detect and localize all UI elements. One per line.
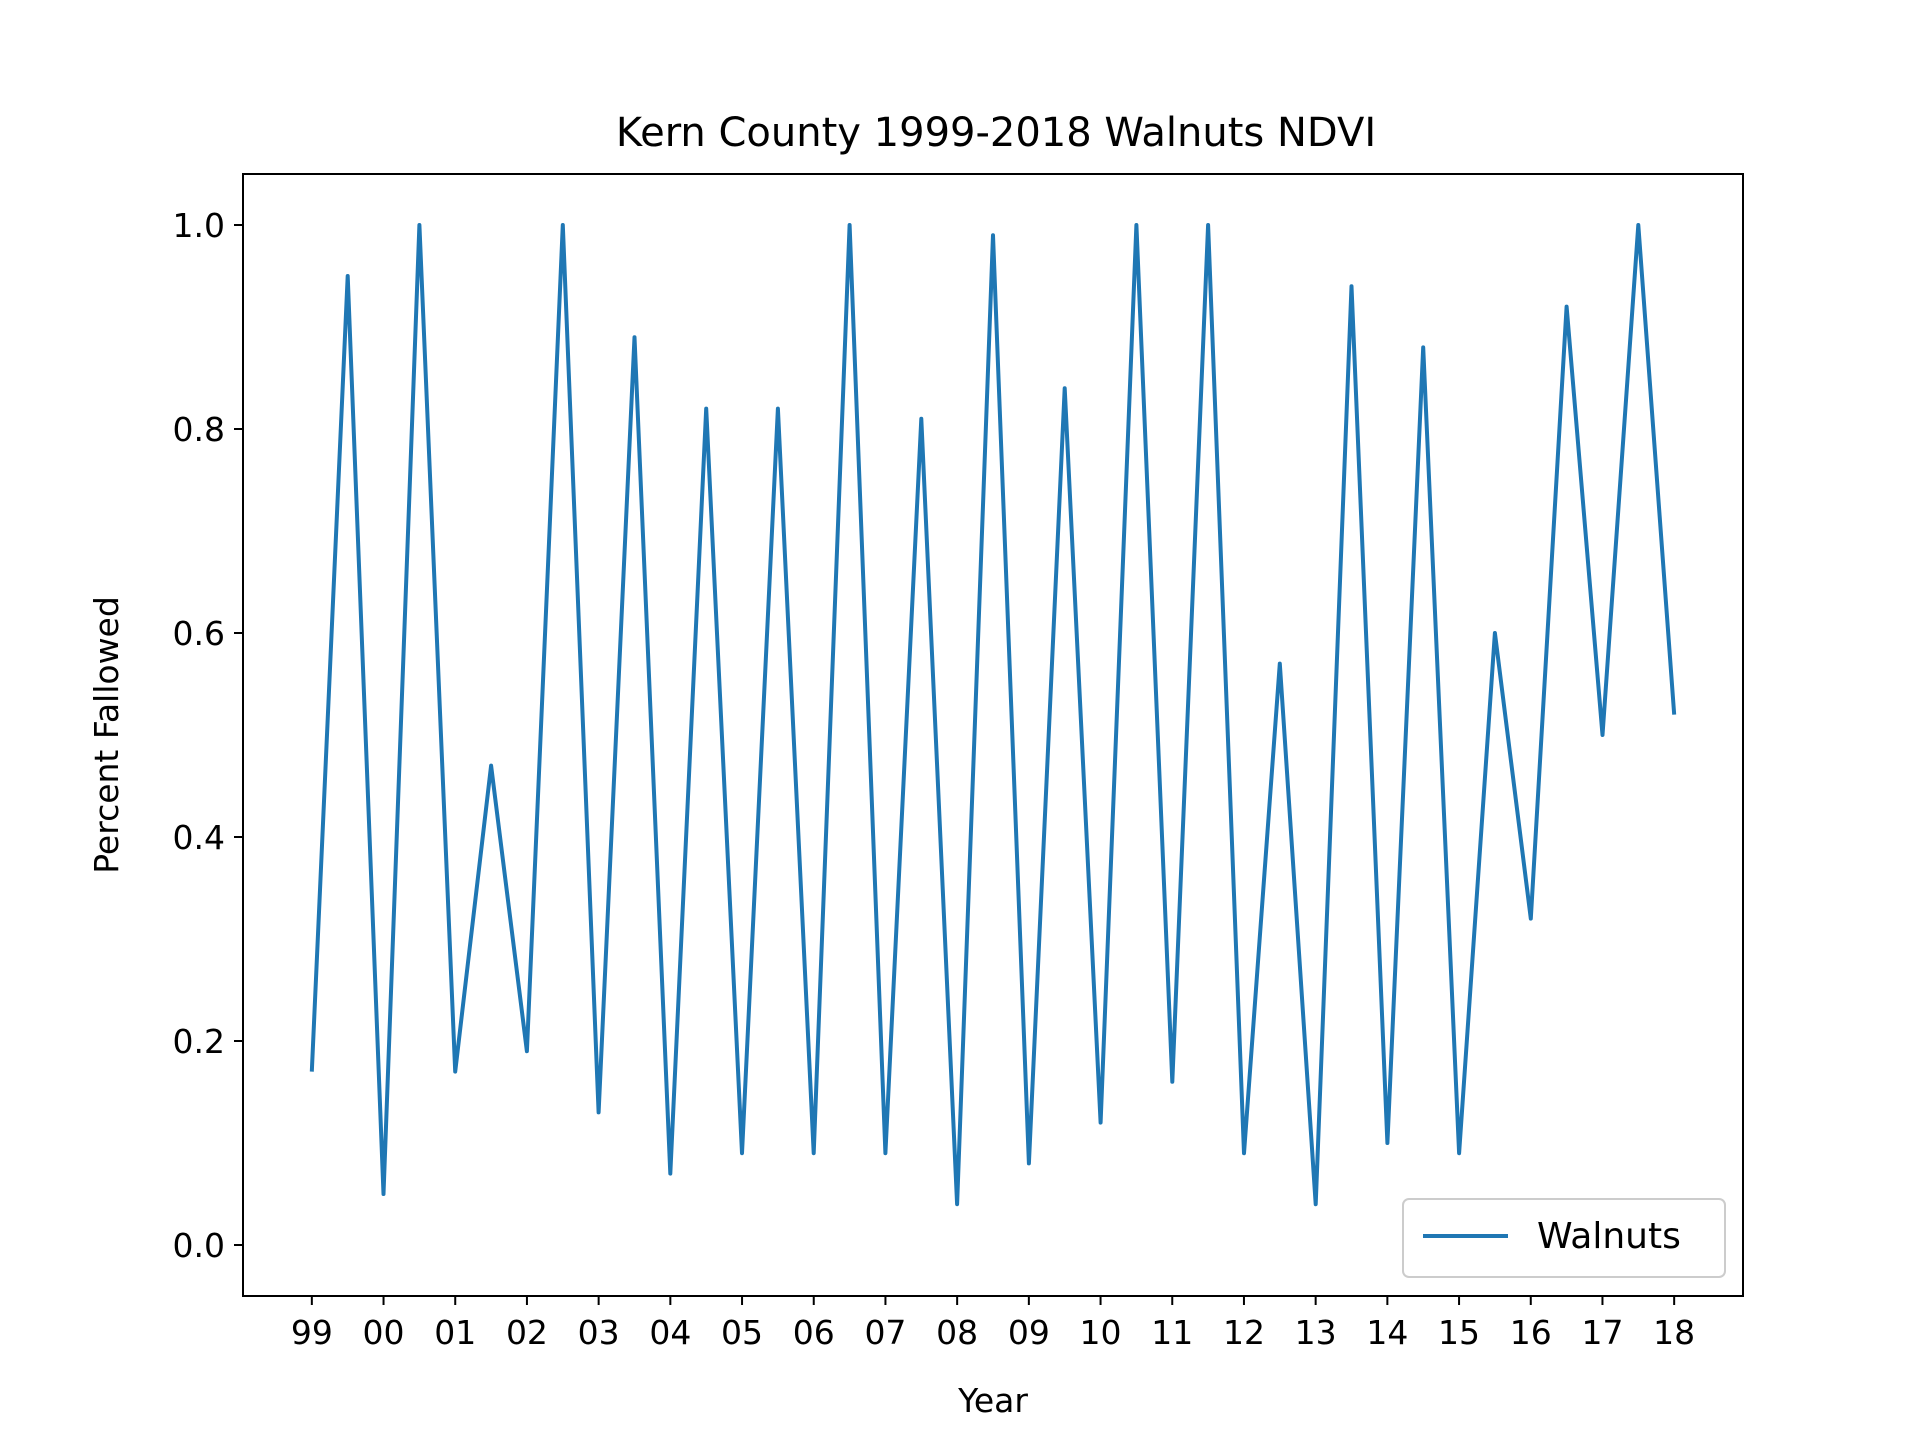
x-tick-label: 00 bbox=[363, 1313, 405, 1352]
x-tick-label: 11 bbox=[1151, 1313, 1193, 1352]
chart-title: Kern County 1999-2018 Walnuts NDVI bbox=[616, 110, 1376, 156]
x-axis: 99 00 01 02 03 04 05 06 07 08 09 10 11 12 13 14 15 16 17 18 bbox=[291, 1296, 1695, 1352]
x-tick-label: 03 bbox=[578, 1313, 620, 1352]
y-tick-label: 0.8 bbox=[173, 410, 225, 449]
x-tick-label: 17 bbox=[1581, 1313, 1623, 1352]
x-tick-label: 15 bbox=[1438, 1313, 1480, 1352]
y-tick-label: 0.2 bbox=[173, 1022, 225, 1061]
y-tick-label: 0.4 bbox=[173, 818, 225, 857]
x-tick-label: 99 bbox=[291, 1313, 333, 1352]
x-tick-label: 09 bbox=[1008, 1313, 1050, 1352]
x-axis-label: Year bbox=[957, 1381, 1028, 1420]
x-tick-label: 10 bbox=[1080, 1313, 1122, 1352]
x-tick-label: 02 bbox=[506, 1313, 548, 1352]
y-tick-label: 0.6 bbox=[173, 614, 225, 653]
plot-background bbox=[243, 174, 1743, 1296]
legend-label-walnuts: Walnuts bbox=[1537, 1216, 1681, 1257]
axes-frame bbox=[242, 173, 1744, 1297]
x-tick-label: 01 bbox=[434, 1313, 476, 1352]
x-tick-label: 13 bbox=[1295, 1313, 1337, 1352]
y-axis-label: Percent Fallowed bbox=[87, 596, 126, 874]
plot-area: 0.0 0.2 0.4 0.6 0.8 1.0 99 00 01 02 03 04 05 06 07 08 0… bbox=[173, 173, 1744, 1352]
x-tick-label: 14 bbox=[1366, 1313, 1408, 1352]
x-tick-label: 04 bbox=[649, 1313, 691, 1352]
x-tick-label: 06 bbox=[793, 1313, 835, 1352]
y-axis: 0.0 0.2 0.4 0.6 0.8 1.0 bbox=[173, 206, 243, 1265]
series-group bbox=[309, 223, 1677, 1207]
x-tick-label: 05 bbox=[721, 1313, 763, 1352]
x-tick-label: 08 bbox=[936, 1313, 978, 1352]
y-tick-label: 1.0 bbox=[173, 206, 225, 245]
x-tick-label: 12 bbox=[1223, 1313, 1265, 1352]
series-line-walnuts bbox=[309, 223, 1677, 1207]
legend-box bbox=[1402, 1198, 1726, 1278]
y-tick-label: 0.0 bbox=[173, 1226, 225, 1265]
x-tick-label: 07 bbox=[864, 1313, 906, 1352]
x-tick-label: 18 bbox=[1653, 1313, 1695, 1352]
x-tick-label: 16 bbox=[1510, 1313, 1552, 1352]
legend: Walnuts bbox=[1402, 1198, 1726, 1278]
